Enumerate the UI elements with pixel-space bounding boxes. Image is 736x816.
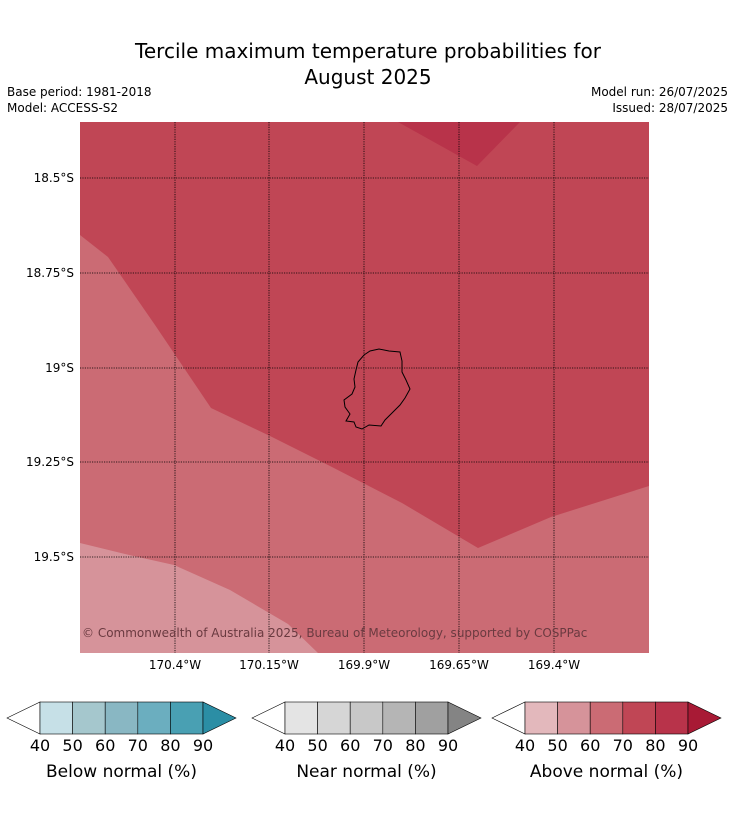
tick-label: 70 <box>612 736 633 755</box>
colorbar-near-normal <box>251 701 482 735</box>
tick-label: 70 <box>372 736 393 755</box>
niue-coastline <box>343 348 411 430</box>
colorbar-segment <box>655 701 689 735</box>
colorbar-segment <box>170 701 204 735</box>
colorbar-arrow-high <box>202 701 237 735</box>
tick-label: 40 <box>29 736 51 755</box>
map-panel[interactable] <box>80 122 649 653</box>
colorbar-segment <box>557 701 591 735</box>
tick-label: 80 <box>405 736 426 755</box>
tick-label: 80 <box>645 736 666 755</box>
tick-label: 60 <box>580 736 601 755</box>
region-above-60 <box>80 235 649 653</box>
issued-date: Issued: 28/07/2025 <box>612 101 728 115</box>
tick-label: 90 <box>677 736 699 755</box>
colorbar-segment <box>284 701 318 735</box>
colorbar-arrow-low <box>6 701 41 735</box>
map-svg <box>80 122 649 653</box>
map-title: Tercile maximum temperature probabilitie… <box>0 38 736 90</box>
colorbar-segment <box>349 701 384 735</box>
colorbar-segment <box>415 701 449 735</box>
tick-label: 90 <box>437 736 459 755</box>
tick-label: 40 <box>514 736 536 755</box>
tick-label: 50 <box>307 736 328 755</box>
region-above-50 <box>80 543 318 653</box>
colorbar-segment <box>622 701 656 735</box>
lon-label-169-65: 169.65°W <box>429 658 489 672</box>
colorbar-segment <box>382 701 416 735</box>
meta-left: Base period: 1981-2018 Model: ACCESS-S2 <box>7 84 152 116</box>
legend-caption: Above normal (%) <box>529 762 684 782</box>
title-line-1: Tercile maximum temperature probabilitie… <box>135 39 601 63</box>
colorbar-above-normal <box>491 701 722 735</box>
base-period: Base period: 1981-2018 <box>7 85 152 99</box>
lat-label-19-5: 19.5°S <box>33 550 74 564</box>
colorbar-segment <box>524 701 558 735</box>
legend-near-normal: 40 50 60 70 80 90 Near normal (%) <box>251 700 482 782</box>
colorbar-segment <box>589 701 624 735</box>
legend-below-normal: 40 50 60 70 80 90 Below normal (%) <box>6 700 237 782</box>
lat-label-18-5: 18.5°S <box>33 171 74 185</box>
legend-caption: Near normal (%) <box>296 762 437 782</box>
legend-above-normal: 40 50 60 70 80 90 Above normal (%) <box>491 700 722 782</box>
colorbar-arrow-low <box>491 701 526 735</box>
gridlines <box>80 122 649 653</box>
colorbar-segment <box>137 701 171 735</box>
colorbar-segment <box>39 701 73 735</box>
tick-label: 80 <box>160 736 181 755</box>
colorbar-below-normal <box>6 701 237 735</box>
lat-label-19-25: 19.25°S <box>26 455 74 469</box>
colorbar-segment <box>72 701 106 735</box>
lon-label-169-4: 169.4°W <box>527 658 581 672</box>
colorbar-ticks: 40 50 60 70 80 90 <box>251 736 482 756</box>
lon-label-170-15: 170.15°W <box>239 658 299 672</box>
title-line-2: August 2025 <box>304 65 432 89</box>
tick-label: 90 <box>192 736 214 755</box>
colorbar-ticks: 40 50 60 70 80 90 <box>491 736 722 756</box>
colorbar-ticks: 40 50 60 70 80 90 <box>6 736 237 756</box>
colorbar-arrow-low <box>251 701 286 735</box>
tick-label: 50 <box>547 736 568 755</box>
lat-label-18-75: 18.75°S <box>26 266 74 280</box>
colorbar-segment <box>317 701 351 735</box>
lon-label-170-4: 170.4°W <box>148 658 202 672</box>
tick-label: 50 <box>62 736 83 755</box>
tick-label: 60 <box>95 736 116 755</box>
colorbar-segment <box>104 701 139 735</box>
legend-caption: Below normal (%) <box>46 762 197 782</box>
lat-label-19: 19°S <box>45 361 74 375</box>
copyright-notice: © Commonwealth of Australia 2025, Bureau… <box>82 626 588 640</box>
model-name: Model: ACCESS-S2 <box>7 101 119 115</box>
lon-label-169-9: 169.9°W <box>337 658 391 672</box>
meta-right: Model run: 26/07/2025 Issued: 28/07/2025 <box>591 84 728 116</box>
model-run: Model run: 26/07/2025 <box>590 85 728 99</box>
tick-label: 60 <box>340 736 361 755</box>
tick-label: 70 <box>127 736 148 755</box>
tick-label: 40 <box>274 736 296 755</box>
colorbar-arrow-high <box>447 701 482 735</box>
colorbar-arrow-high <box>687 701 722 735</box>
